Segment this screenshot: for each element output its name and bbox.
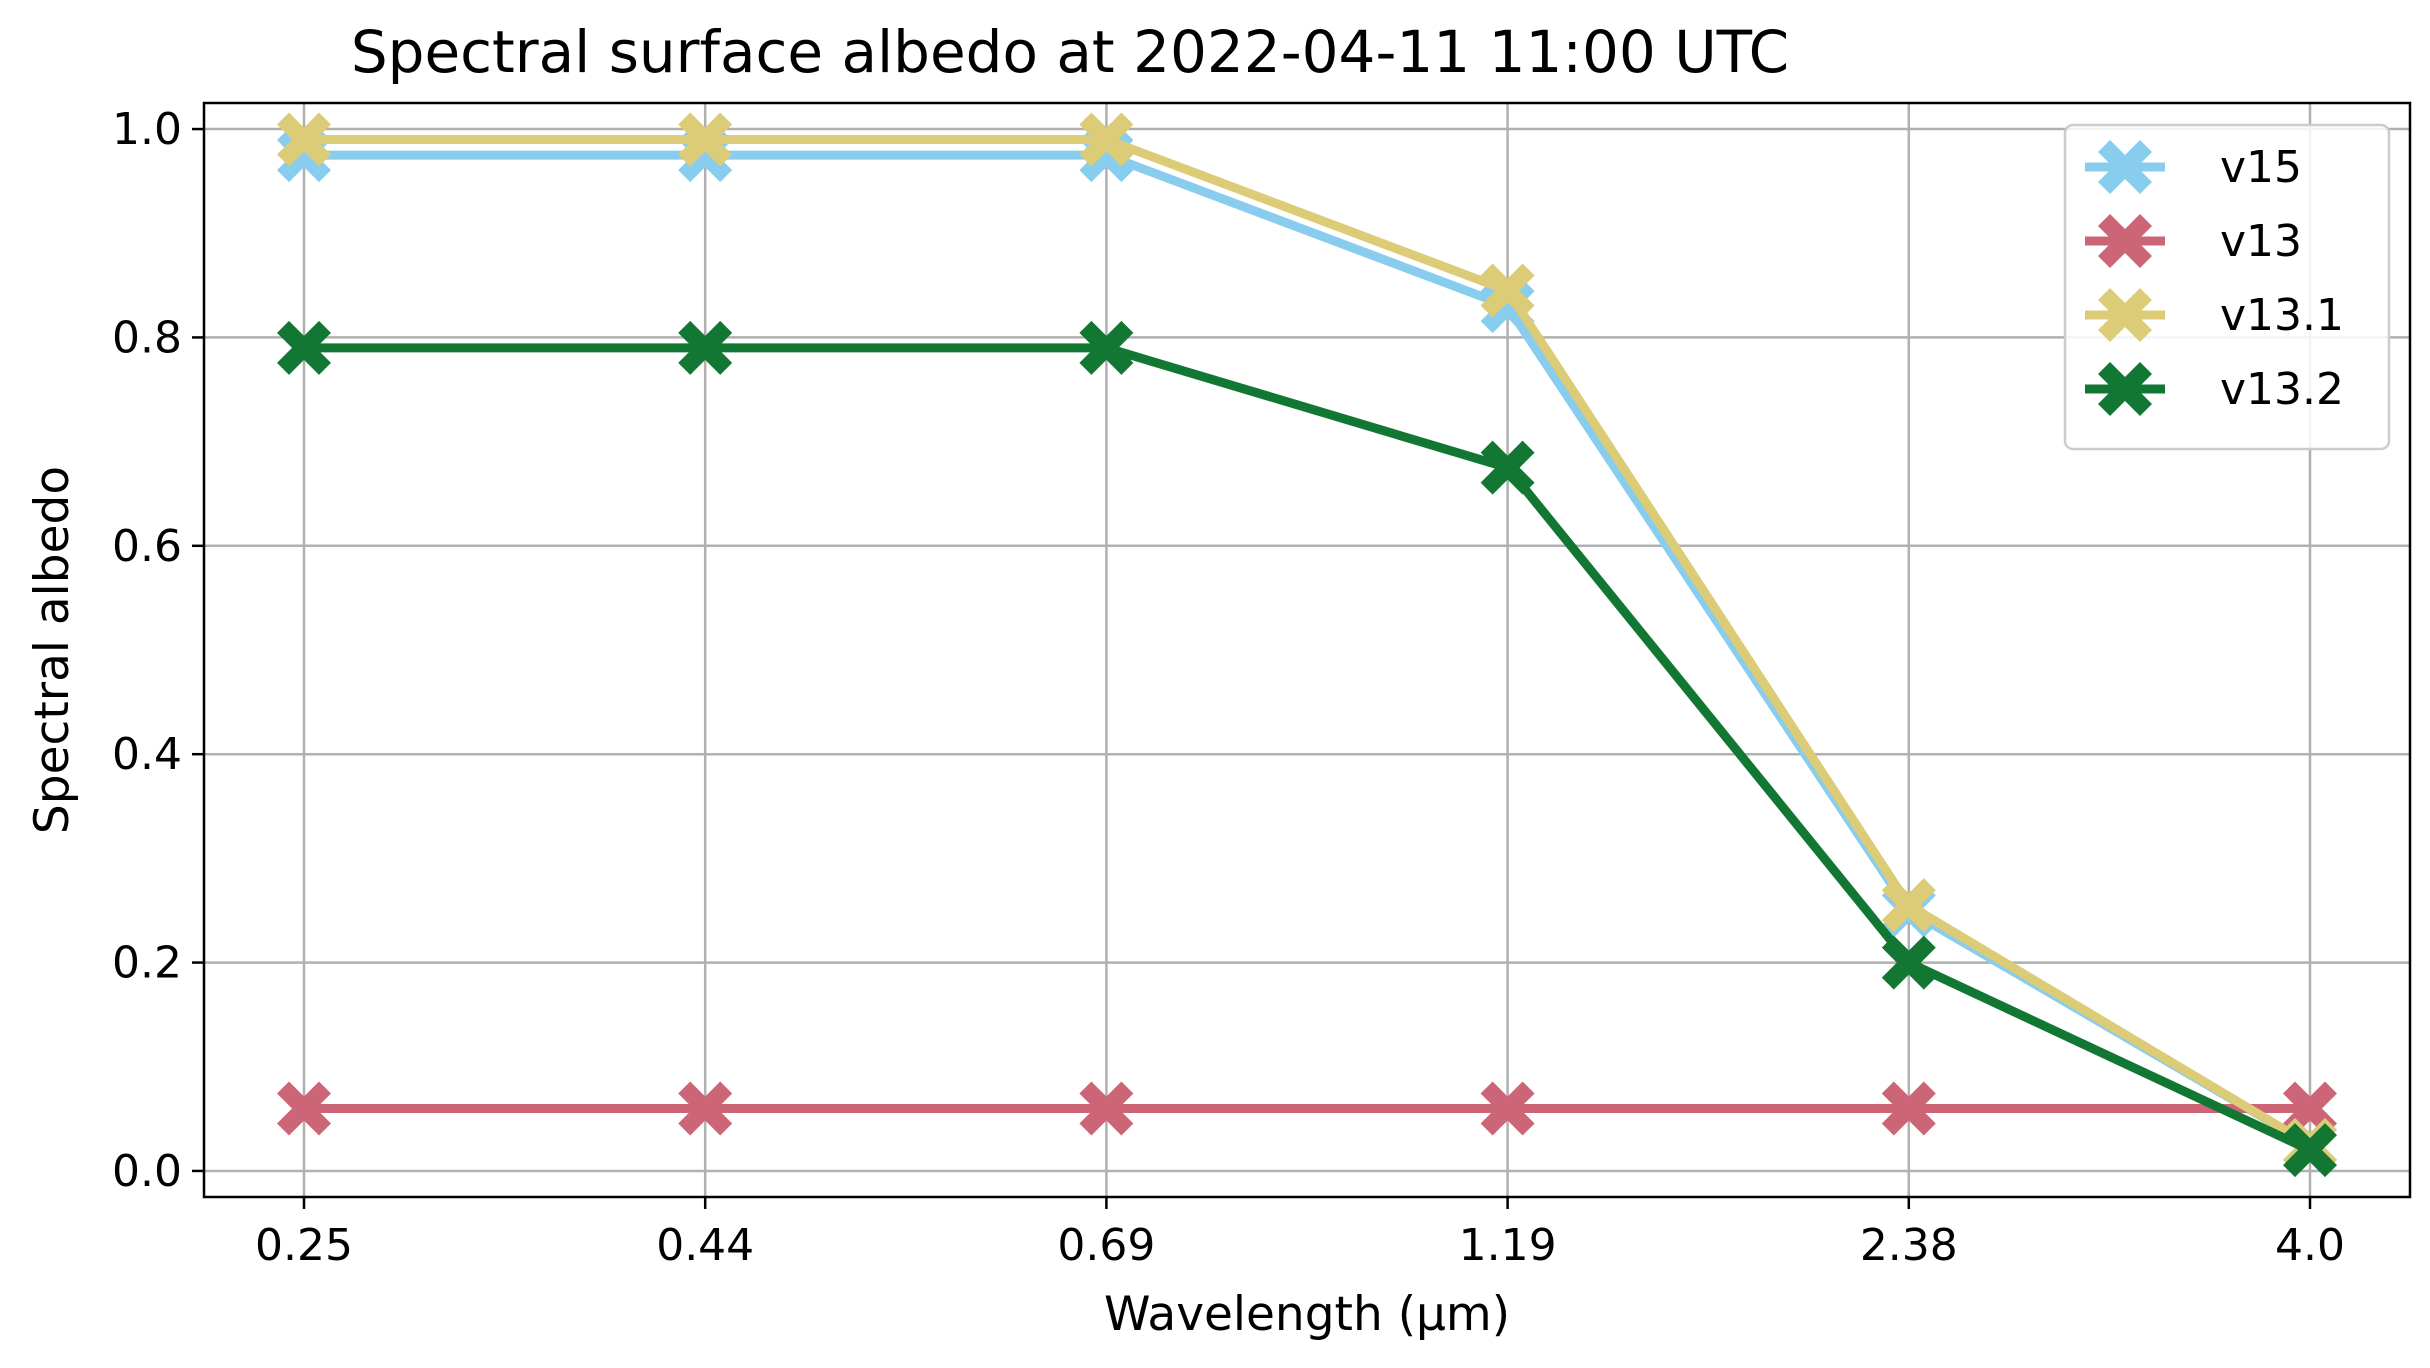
x-axis-label: Wavelength (μm) [1104,1287,1510,1342]
series-v13 [277,1081,2337,1136]
data-point [678,320,733,375]
legend-marker [2098,362,2152,416]
series-v13-1 [277,112,2337,1172]
data-point [2283,1123,2337,1178]
legend-marker [2098,140,2152,194]
x-tick-label: 0.44 [656,1220,754,1271]
legend-label: v15 [2220,142,2302,193]
legend-entry: v13.2 [2085,362,2344,416]
data-point [1480,1081,1535,1136]
series-line [304,343,2312,1155]
legend-marker [2098,288,2152,342]
x-tick-label: 2.38 [1860,1220,1958,1271]
x-tick-label: 0.69 [1057,1220,1155,1271]
x-tick-label: 0.25 [255,1220,353,1271]
legend-entry: v13 [2085,214,2302,268]
data-point [678,1081,733,1136]
plot-frame [202,101,2412,1199]
series-layer [277,112,2337,1178]
data-point [1079,112,1134,167]
data-point [1881,935,1936,990]
legend-label: v13 [2220,216,2302,267]
data-point [1881,878,1936,933]
x-tick-label: 1.19 [1459,1220,1557,1271]
y-axis-label: Spectral albedo [25,466,80,834]
y-tick-label: 0.8 [112,312,182,363]
data-point [1480,440,1535,495]
series-line [304,150,2313,1149]
axis-ticks: 0.25 0.44 0.69 1.19 2.38 4.0 0.0 0.2 0.4 0.6 0.8 1.… [112,104,2345,1271]
data-point [1480,263,1535,318]
data-point [678,112,733,167]
y-tick-label: 0.4 [112,729,182,780]
data-point [277,1081,331,1136]
data-point [277,112,331,167]
series-v13-2 [277,320,2337,1178]
x-tick-label: 4.0 [2275,1220,2345,1271]
legend: v15 v13 v13.1 v13.2 [2063,123,2391,451]
data-point [1079,1081,1134,1136]
legend-entry: v13.1 [2085,288,2344,342]
series-line [304,134,2313,1149]
legend-entry: v15 [2085,140,2302,194]
data-point [1079,320,1134,375]
y-tick-label: 0.6 [112,521,182,572]
data-point [277,320,331,375]
y-tick-label: 0.0 [112,1146,182,1197]
data-point [1881,1081,1936,1136]
y-tick-label: 1.0 [112,104,182,155]
chart-title: Spectral surface albedo at 2022-04-11 11… [351,18,1789,86]
legend-label: v13.2 [2220,364,2344,415]
legend-marker [2098,214,2152,268]
legend-label: v13.1 [2220,290,2344,341]
y-tick-label: 0.2 [112,938,182,989]
